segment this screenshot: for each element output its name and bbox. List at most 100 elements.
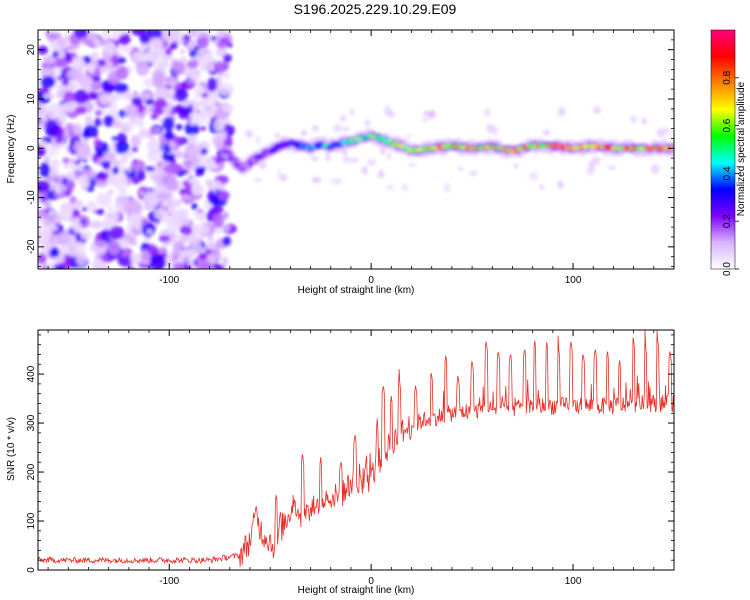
noise-blob	[113, 82, 129, 94]
noise-blob	[222, 236, 232, 247]
noise-blob	[100, 161, 111, 168]
noise-blob	[196, 109, 201, 114]
noise-blob	[44, 119, 59, 137]
noise-blob	[106, 174, 122, 184]
noise-blob	[486, 123, 494, 133]
y-tick-label: 0	[26, 145, 37, 151]
y-tick-label: 0	[26, 567, 37, 573]
noise-blob	[150, 113, 159, 120]
noise-blob	[130, 134, 141, 148]
noise-blob	[43, 93, 48, 99]
noise-blob	[200, 47, 209, 55]
noise-blob	[161, 151, 176, 162]
noise-blob	[203, 109, 210, 119]
noise-blob	[607, 165, 616, 170]
noise-blob	[52, 57, 70, 68]
noise-blob	[146, 108, 152, 115]
noise-blob	[588, 161, 595, 171]
noise-blob	[195, 172, 201, 177]
noise-blob	[86, 186, 95, 192]
noise-blob	[93, 117, 102, 127]
noise-blob	[48, 223, 58, 232]
snr-x-ticks: -100 0 100	[47, 330, 675, 587]
noise-blob	[118, 45, 125, 52]
y-tick-label: 10	[26, 93, 37, 105]
noise-blob	[103, 114, 115, 127]
colorbar-ticks: 0.0 0.2 0.4 0.6 0.8	[722, 70, 739, 276]
noise-blob	[96, 175, 103, 180]
noise-blob	[39, 162, 51, 178]
noise-blob	[557, 180, 564, 189]
noise-blob	[56, 189, 62, 195]
colorbar-tick-label: 0.0	[722, 262, 733, 276]
noise-blob	[40, 197, 47, 203]
noise-blob	[175, 124, 183, 131]
noise-blob	[38, 122, 45, 132]
colorbar: 0.0 0.2 0.4 0.6 0.8 Normalized spectral ampl…	[710, 29, 747, 276]
noise-blob	[279, 174, 288, 182]
noise-blob	[191, 182, 204, 197]
noise-blob	[120, 172, 127, 183]
noise-blob	[86, 63, 96, 74]
noise-blob	[38, 225, 52, 244]
noise-blob	[253, 177, 262, 183]
noise-blob	[90, 80, 104, 91]
colorbar-gradient	[711, 30, 735, 269]
noise-blob	[84, 115, 93, 122]
noise-blob	[179, 188, 186, 196]
noise-blob	[213, 132, 225, 150]
noise-blob	[188, 179, 194, 184]
noise-blob	[134, 117, 144, 126]
noise-blob	[55, 43, 68, 52]
noise-blob	[107, 205, 113, 212]
noise-blob	[641, 117, 648, 125]
noise-blob	[213, 251, 222, 261]
noise-blob	[221, 224, 231, 232]
noise-blob	[130, 159, 146, 172]
noise-blob	[126, 177, 133, 185]
x-tick-label: 0	[368, 275, 374, 286]
noise-blob	[146, 138, 162, 153]
y-tick-label: 400	[26, 365, 37, 382]
noise-blob	[199, 218, 205, 223]
spectrogram-y-ticks: -20 -10 0 10 20	[26, 29, 674, 267]
noise-blob	[115, 65, 129, 80]
noise-blob	[98, 92, 112, 106]
noise-blob	[76, 163, 84, 173]
snr-frame	[37, 329, 675, 571]
noise-blob	[68, 242, 76, 255]
noise-blob	[86, 200, 98, 213]
noise-blob	[97, 208, 105, 216]
noise-blob	[71, 159, 75, 163]
noise-blob	[148, 254, 167, 269]
noise-blob	[71, 217, 82, 233]
colorbar-tick-label: 0.6	[722, 118, 733, 132]
noise-blob	[89, 220, 103, 229]
noise-blob	[340, 115, 346, 122]
noise-blob	[167, 212, 172, 217]
noise-blob	[164, 130, 174, 141]
noise-blob	[102, 30, 110, 39]
noise-blob	[93, 209, 100, 214]
noise-blob	[186, 257, 194, 267]
noise-blob	[76, 148, 85, 158]
noise-blob	[184, 121, 200, 136]
noise-blob	[87, 31, 97, 41]
noise-blob	[226, 42, 233, 48]
noise-blob	[41, 265, 48, 269]
noise-blob	[109, 226, 125, 240]
noise-blob	[148, 246, 160, 257]
noise-blob	[116, 132, 127, 145]
noise-blob	[69, 195, 77, 205]
noise-blob	[208, 90, 220, 102]
noise-blob	[83, 125, 98, 138]
noise-blob	[221, 256, 229, 267]
noise-blob	[117, 255, 134, 267]
noise-blob	[43, 156, 51, 164]
noise-blob	[200, 247, 206, 254]
noise-blob	[158, 235, 171, 242]
noise-blob	[128, 213, 143, 228]
noise-blob	[342, 126, 350, 132]
noise-blob	[103, 82, 115, 94]
noise-blob	[542, 129, 550, 136]
